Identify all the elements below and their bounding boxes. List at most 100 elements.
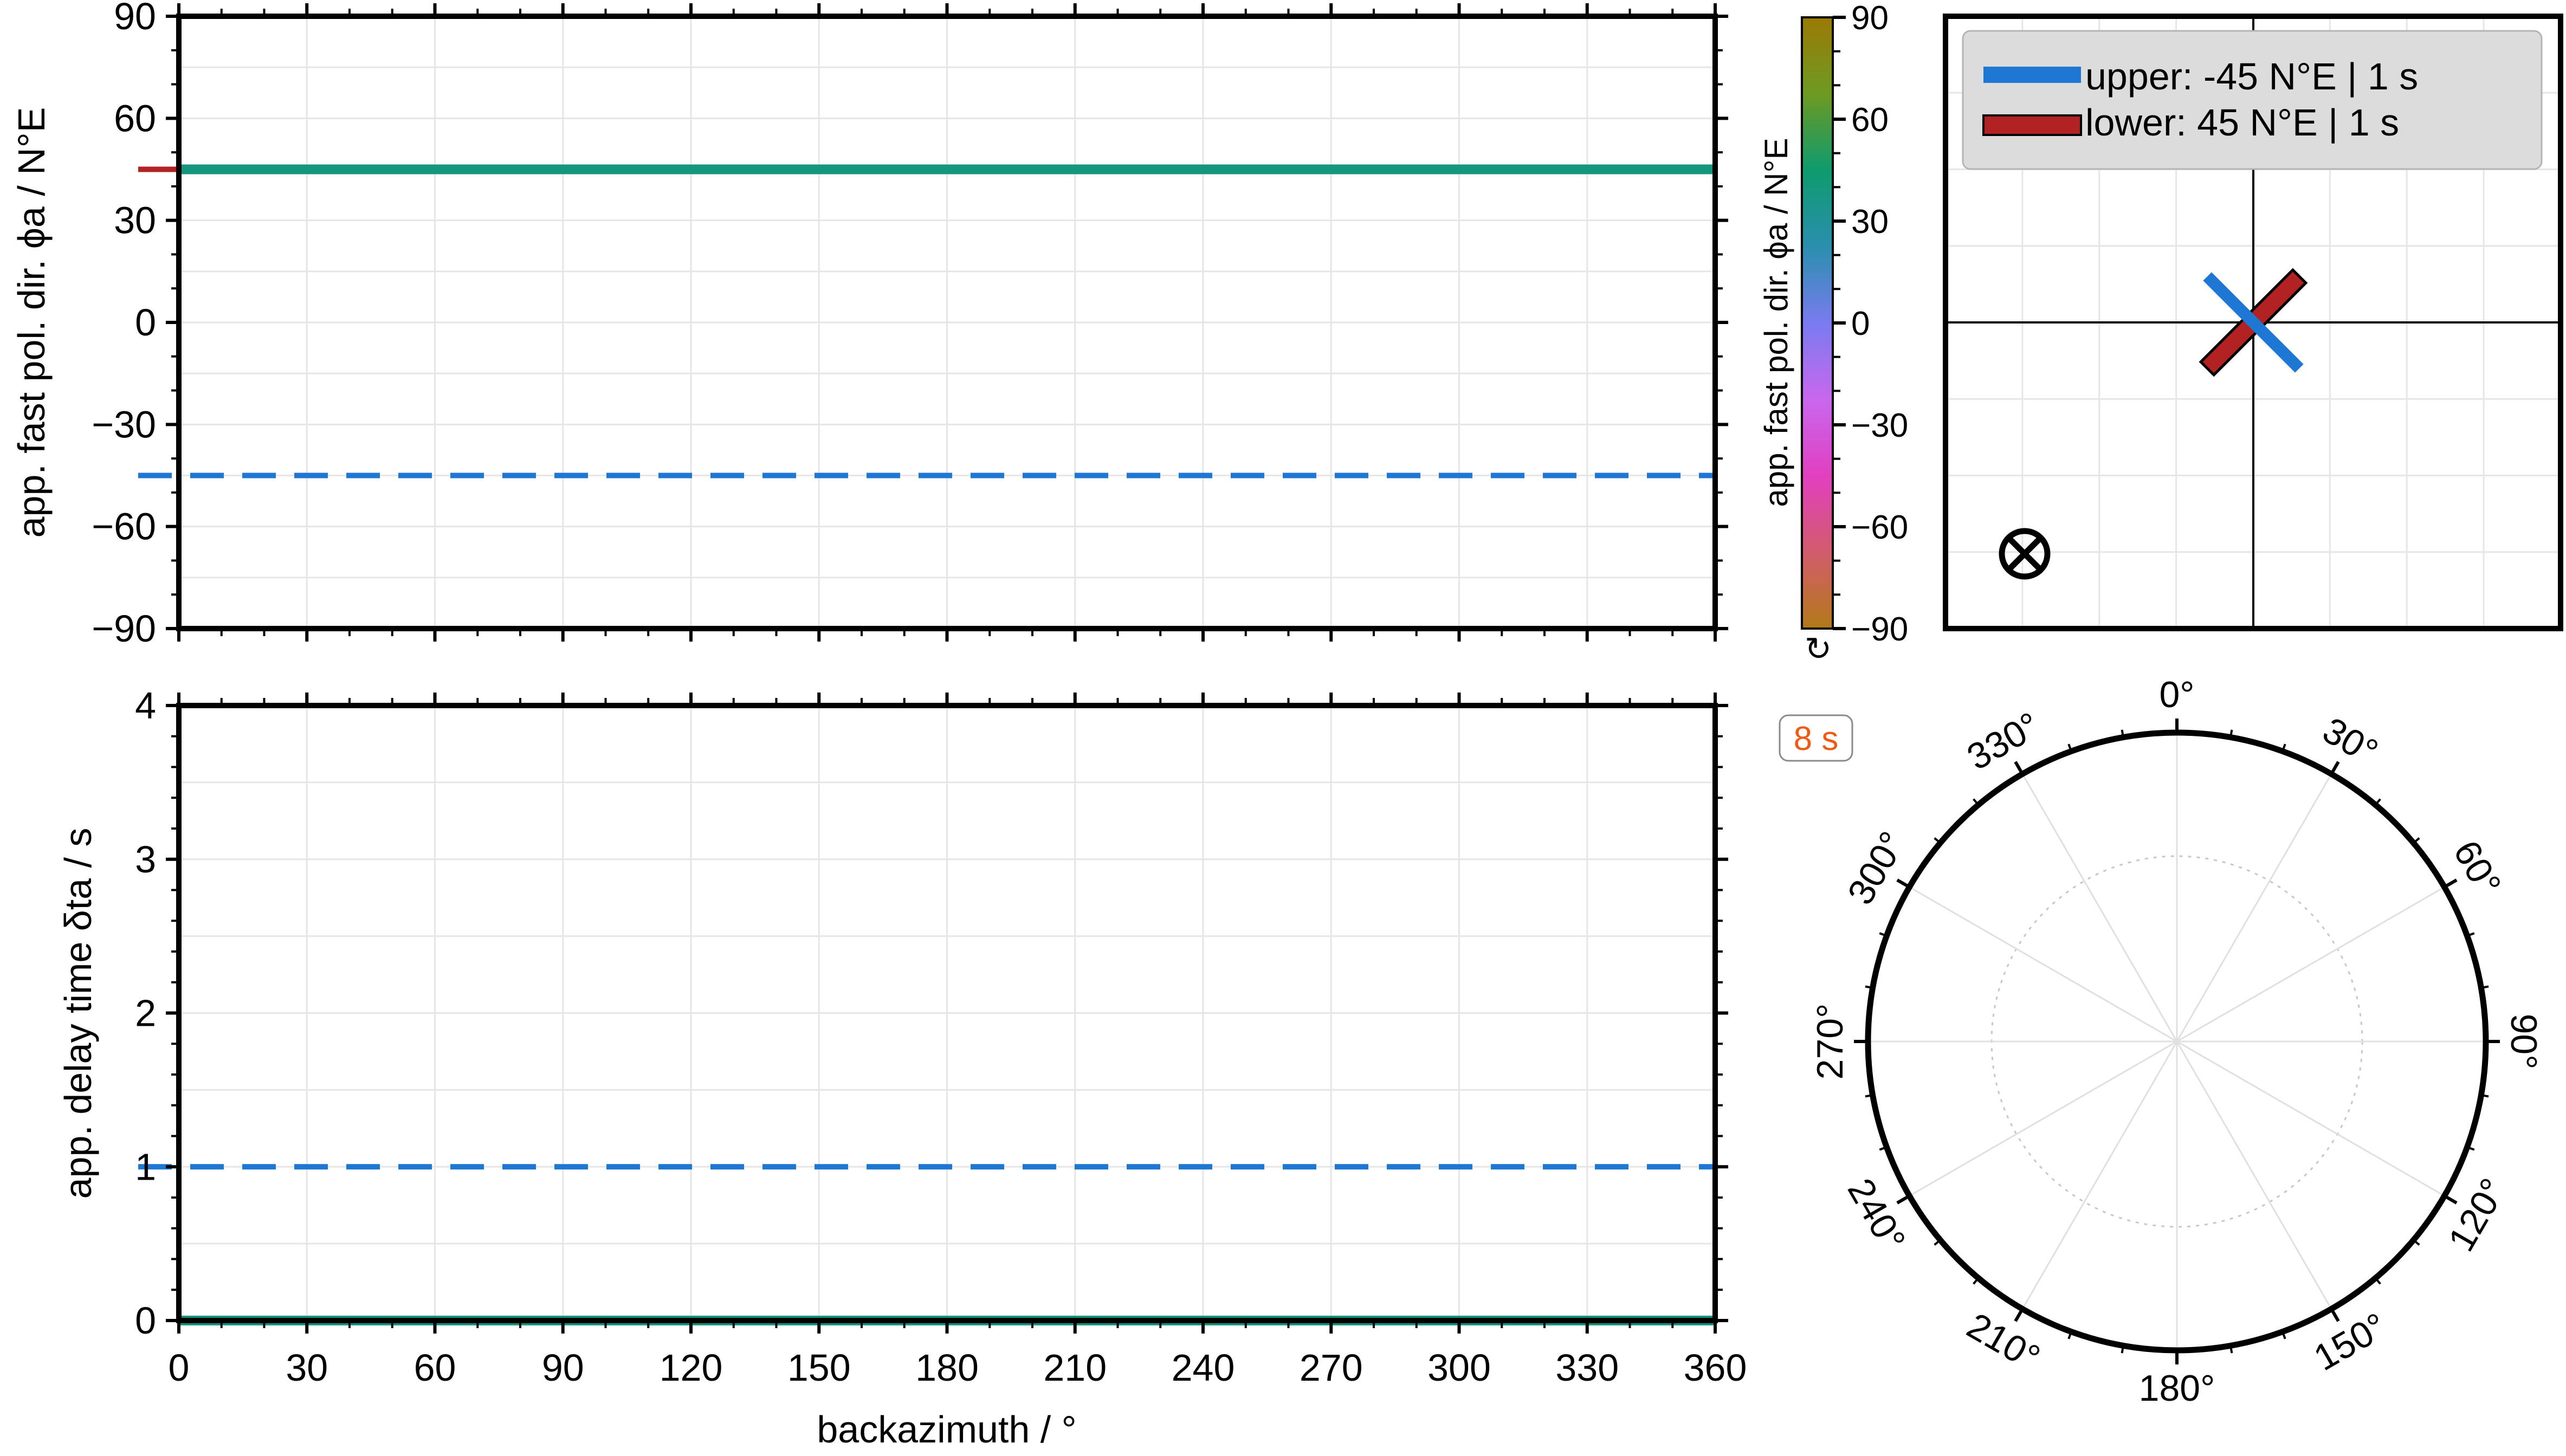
legend-entry-upper: upper: -45 N°E | 1 s [2085,55,2418,98]
polar-tick [2229,729,2233,738]
phi-panel-grid [178,15,1716,630]
polar-tick [2466,932,2475,937]
polar-theta-label: 90° [2503,1014,2544,1070]
ytick-label: 2 [135,992,156,1034]
polar-tick [2413,837,2420,844]
polar-spoke [1909,1040,2177,1197]
polar-spoke [2021,1041,2178,1310]
polar-spoke [2021,773,2178,1042]
polar-tick [2444,1194,2458,1205]
ytick-label: −30 [92,403,156,445]
polar-tick [2330,761,2340,775]
polar-tick [2444,878,2458,889]
xtick-label: 180 [915,1347,979,1389]
polar-tick [2281,743,2286,752]
model-legend-box [1962,30,2543,170]
model-panel-frame [1943,14,2563,631]
xtick-label: 330 [1555,1347,1619,1389]
polar-tick [1865,1094,1873,1098]
ytick-label: 60 [114,97,156,139]
polar-tick [2466,1146,2475,1151]
ytick-label: 3 [135,838,156,881]
polar-tick [2374,1277,2381,1285]
xtick-label: 0 [169,1347,190,1389]
xtick-label: 270 [1300,1347,1363,1389]
polar-tick [1934,1239,1941,1246]
polar-tick [1973,1277,1980,1285]
ytick-label: 0 [135,301,156,344]
delay-panel-grid [178,704,1716,1322]
model-layer-upper-bar [2203,272,2304,373]
polar-tick [2374,798,2381,806]
ytick-label: 0 [135,1299,156,1342]
polar-tick [2121,1345,2124,1354]
polar-spoke [2176,1040,2445,1197]
polar-theta-label: 30° [2316,709,2384,773]
model-legend: upper: -45 N°E | 1 s lower: 45 N°E | 1 s [1962,30,2543,170]
polar-theta-label: 180° [2139,1368,2215,1409]
polar-tick [2229,1345,2233,1354]
ytick-label: 90 [114,0,156,37]
polar-tick [1865,985,1873,989]
colorbar-cyclic-symbol: ↻ [1805,631,1832,667]
xtick-label: 90 [542,1347,584,1389]
xtick-label: 210 [1043,1347,1107,1389]
colorbar-ticks: 90 60 30 0 −30 −60 −90 [1833,0,1908,648]
polar-tick [2067,743,2072,752]
polar-theta-label: 0° [2159,674,2194,715]
polar-tick [2067,1331,2072,1339]
model-panel: upper: -45 N°E | 1 s lower: 45 N°E | 1 s [1943,14,2563,631]
polar-spoke [2176,1041,2332,1310]
colorbar-tick-label: −30 [1851,407,1908,444]
colorbar-tick-label: −60 [1851,509,1908,546]
polar-tick [1896,1194,1910,1205]
polar-panel: 8 s 0°30°60°90°120°150°180°210°240°270°3… [1779,674,2544,1409]
xtick-label: 300 [1427,1347,1491,1389]
polar-tick [1973,798,1980,806]
ytick-label: 1 [135,1146,156,1188]
phi-colorbar: 90 60 30 0 −30 −60 −90 app. fast pol. dir. ϕa … [1758,0,1908,667]
polar-tick [2014,1308,2024,1322]
polar-spoke [2176,886,2445,1043]
legend-swatch-upper [1983,67,2081,83]
xtick-label: 30 [286,1347,328,1389]
xtick-label: 150 [787,1347,851,1389]
propagation-symbol [1999,528,2051,580]
polar-tick [2121,729,2124,738]
ytick-label: 4 [135,684,156,727]
phi-panel-series [138,164,1715,478]
polar-tick [1934,837,1941,844]
polar-tick [1879,932,1888,937]
polar-tick [1896,878,1910,889]
polar-spoke [1909,886,2177,1043]
colorbar-label: app. fast pol. dir. ϕa / N°E [1758,138,1794,507]
polar-tick [2480,985,2489,989]
xtick-label: 360 [1684,1347,1747,1389]
polar-tick [2413,1239,2420,1246]
polar-theta-label: 270° [1809,1004,1851,1080]
xtick-label: 240 [1172,1347,1235,1389]
colorbar-tick-label: 0 [1851,305,1870,342]
polar-tick [1879,1146,1888,1151]
period-badge-box [1779,714,1853,762]
legend-entry-lower: lower: 45 N°E | 1 s [2085,101,2399,144]
colorbar-tick-label: 60 [1851,101,1889,139]
polar-theta-label: 60° [2446,833,2509,902]
polar-tick [2330,1308,2340,1322]
xtick-label: 120 [660,1347,723,1389]
polar-body [1854,719,2500,1364]
xtick-label: 60 [414,1347,456,1389]
colorbar-tick-label: −90 [1851,611,1908,648]
polar-spoke [2176,773,2332,1042]
phi-panel-ylabel: app. fast pol. dir. ϕa / N°E [10,107,53,538]
polar-tick [2480,1094,2489,1098]
colorbar-tick-label: 90 [1851,0,1889,37]
ytick-label: −90 [92,607,156,650]
ytick-label: −60 [92,506,156,548]
polar-tick [2014,761,2024,775]
delay-panel-ylabel: app. delay time δta / s [57,828,99,1199]
colorbar-tick-label: 30 [1851,203,1889,241]
